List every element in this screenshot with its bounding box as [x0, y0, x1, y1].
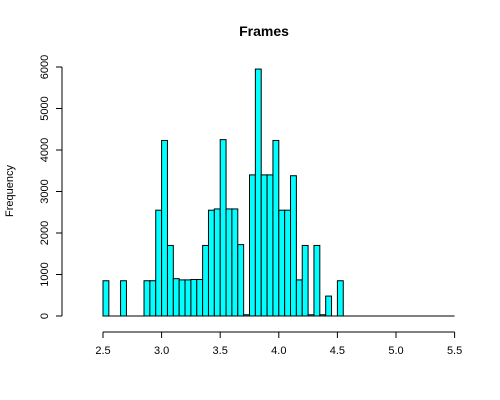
histogram-bar: [266, 174, 274, 317]
histogram-bar: [301, 244, 309, 317]
histogram-bar: [207, 209, 215, 317]
histogram-bar: [202, 244, 209, 317]
histogram-bar: [290, 175, 297, 317]
histogram-bar: [161, 139, 168, 317]
histogram-bar: [231, 208, 239, 317]
histogram-bar: [190, 278, 198, 317]
y-axis: 0 1000 2000 3000 4000 5000 6000: [39, 55, 63, 319]
y-tick-label: 0: [39, 313, 51, 319]
x-tick-label: 2.5: [95, 345, 110, 357]
y-tick-label: 1000: [39, 262, 51, 286]
histogram-bar: [237, 244, 245, 317]
x-tick-label: 3.5: [213, 345, 228, 357]
histogram-bar: [278, 209, 286, 317]
x-tick-label: 4.0: [271, 345, 286, 357]
histogram-bar: [325, 295, 333, 317]
histogram-bar: [313, 244, 321, 317]
histogram-bar: [336, 280, 344, 317]
y-tick-label: 3000: [39, 179, 51, 203]
histogram-bar: [149, 280, 157, 317]
histogram-bar: [284, 209, 292, 317]
histogram-bar: [254, 68, 262, 317]
y-tick-label: 2000: [39, 221, 51, 245]
histogram-bar: [166, 244, 174, 317]
chart-title: Frames: [239, 23, 289, 39]
histogram-bar: [225, 208, 233, 317]
x-tick-label: 4.5: [330, 345, 345, 357]
y-tick-label: 5000: [39, 96, 51, 120]
histogram-bar: [143, 280, 151, 317]
histogram-bar: [155, 209, 163, 317]
histogram-bar: [219, 139, 227, 317]
y-tick-label: 6000: [39, 55, 51, 79]
histogram-bar: [272, 139, 280, 317]
x-axis: 2.5 3.0 3.5 4.0 4.5 5.0 5.5: [95, 331, 462, 357]
histogram-bar: [102, 280, 110, 317]
histogram-bar: [295, 279, 303, 317]
histogram-bars: [102, 68, 455, 317]
y-tick-label: 4000: [39, 138, 51, 162]
histogram-bar: [260, 174, 268, 317]
y-axis-label: Frequency: [4, 165, 16, 217]
histogram-bar: [213, 208, 221, 317]
histogram-bar: [196, 278, 204, 317]
x-tick-label: 5.5: [447, 345, 462, 357]
histogram-bar: [120, 280, 127, 317]
histogram-bar: [184, 279, 192, 317]
histogram-bar: [172, 278, 180, 317]
x-tick-label: 3.0: [154, 345, 169, 357]
histogram-bar: [178, 279, 186, 317]
x-tick-label: 5.0: [388, 345, 403, 357]
histogram-bar: [249, 174, 256, 317]
